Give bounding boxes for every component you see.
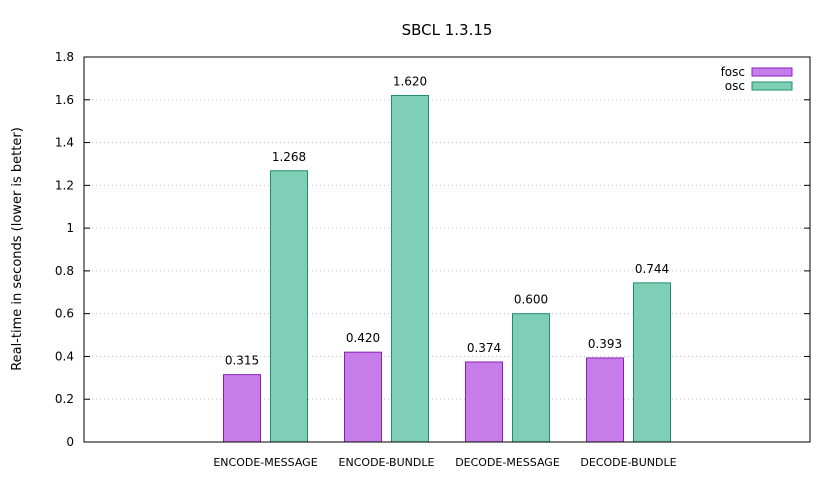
legend-label-osc: osc bbox=[725, 79, 745, 93]
y-tick-label: 0.8 bbox=[55, 264, 74, 278]
grid-lines bbox=[84, 99, 810, 400]
chart-title: SBCL 1.3.15 bbox=[402, 21, 493, 39]
y-tick-label: 0 bbox=[66, 435, 74, 449]
bars: 0.315 1.268 0.420 1.620 0.374 0.600 0.393 0.744 bbox=[223, 75, 671, 443]
y-tick-label: 1 bbox=[66, 221, 74, 235]
y-axis-label: Real-time in seconds (lower is better) bbox=[10, 127, 25, 371]
x-category-label: ENCODE-BUNDLE bbox=[339, 456, 435, 469]
legend-swatch-fosc bbox=[751, 67, 793, 77]
bar-osc bbox=[270, 170, 308, 443]
y-tick-label: 1.4 bbox=[55, 136, 74, 150]
y-tick-label: 0.2 bbox=[55, 392, 74, 406]
data-label-osc: 1.620 bbox=[393, 75, 427, 89]
bar-osc bbox=[633, 282, 671, 443]
data-label-fosc: 0.315 bbox=[225, 354, 259, 368]
bar-osc bbox=[391, 95, 429, 443]
plot-frame bbox=[83, 56, 811, 443]
y-axis-ticks: 0 0.2 0.4 0.6 0.8 1 1.2 1.4 1.6 1.8 bbox=[55, 50, 810, 449]
data-label-fosc: 0.420 bbox=[346, 331, 380, 345]
x-category-label: ENCODE-MESSAGE bbox=[213, 456, 317, 469]
legend-swatch-osc bbox=[751, 81, 793, 91]
y-tick-label: 1.2 bbox=[55, 178, 74, 192]
bar-fosc bbox=[344, 351, 382, 443]
bar-osc bbox=[512, 313, 550, 443]
x-category-label: DECODE-BUNDLE bbox=[580, 456, 676, 469]
x-axis-categories: ENCODE-MESSAGE ENCODE-BUNDLE DECODE-MESSAG… bbox=[213, 456, 676, 469]
data-label-osc: 0.600 bbox=[514, 293, 548, 307]
data-label-fosc: 0.393 bbox=[588, 337, 622, 351]
data-label-osc: 1.268 bbox=[272, 150, 306, 164]
bar-fosc bbox=[223, 374, 261, 443]
data-label-fosc: 0.374 bbox=[467, 341, 501, 355]
legend-label-fosc: fosc bbox=[721, 65, 745, 79]
y-tick-label: 0.6 bbox=[55, 307, 74, 321]
data-label-osc: 0.744 bbox=[635, 262, 669, 276]
x-category-label: DECODE-MESSAGE bbox=[455, 456, 560, 469]
y-tick-label: 1.8 bbox=[55, 50, 74, 64]
y-tick-label: 0.4 bbox=[55, 349, 74, 363]
bar-fosc bbox=[465, 361, 503, 443]
y-tick-label: 1.6 bbox=[55, 93, 74, 107]
bar-fosc bbox=[586, 357, 624, 443]
